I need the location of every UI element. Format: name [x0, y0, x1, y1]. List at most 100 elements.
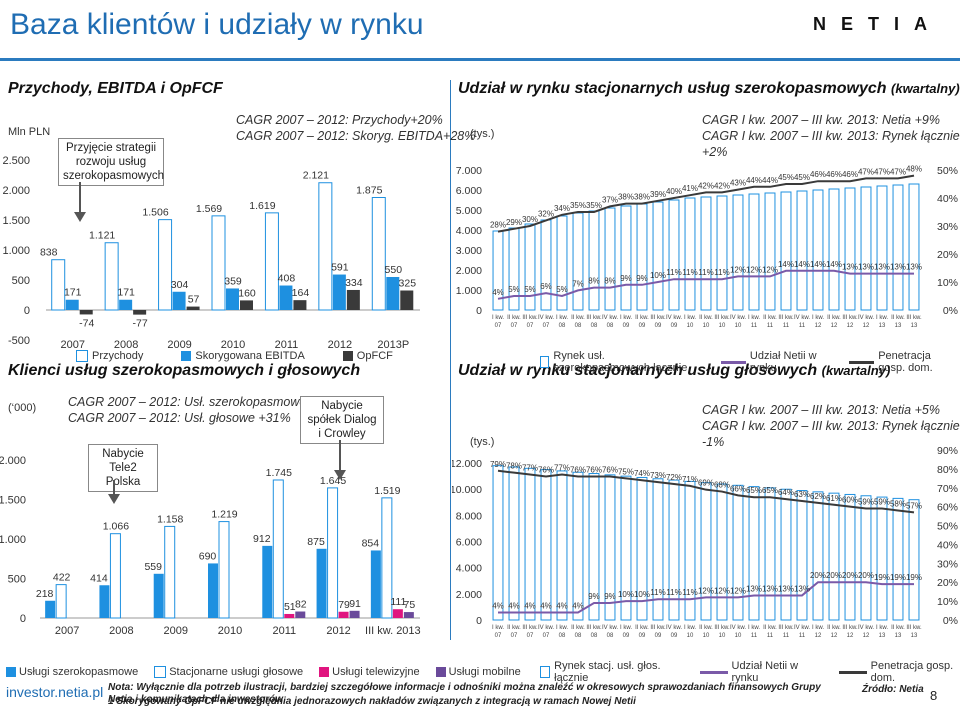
bb-xtick: IV kw.	[538, 315, 554, 321]
clients-cagr-bb: CAGR 2007 – 2012: Usł. szerokopasmowe +3…	[68, 395, 343, 409]
voice-penetration-label: 64%	[778, 488, 794, 497]
voice-ytick-right: 0%	[943, 615, 958, 627]
voice-penetration-label: 73%	[650, 471, 666, 480]
investor-site-link[interactable]: investor.netia.pl	[6, 684, 104, 700]
voice-penetration-label: 61%	[826, 494, 842, 503]
bb-xtick-year: 12	[863, 323, 870, 329]
clients-bar-mobile	[295, 611, 306, 618]
rev-bar-revenue	[104, 242, 119, 311]
voice-xtick: II kw.	[571, 625, 585, 631]
bb-penetration-label: 48%	[906, 165, 922, 174]
bb-cagr-market: CAGR I kw. 2007 – III kw. 2013: Rynek łą…	[702, 129, 960, 159]
voice-penetration-label: 65%	[762, 486, 778, 495]
rev-xtick: 2009	[167, 339, 191, 351]
clients-ytick: 2.000	[0, 455, 26, 467]
bb-xtick: II kw.	[507, 315, 521, 321]
clients-bar-tv	[392, 609, 403, 618]
voice-legend: Rynek stacj. usł. głos. łącznie Udział N…	[540, 660, 960, 684]
voice-penetration-label: 72%	[666, 473, 682, 482]
bb-xtick-year: 11	[751, 323, 758, 329]
voice-netia-label: 20%	[826, 571, 842, 580]
voice-penetration-label: 65%	[746, 486, 762, 495]
rev-bar-ebitda	[119, 299, 133, 310]
legend-swatch-voice-market	[540, 666, 551, 678]
clients-bar-broadband	[208, 563, 218, 618]
rev-bar-revenue	[318, 182, 333, 311]
voice-netia-label: 11%	[666, 588, 681, 597]
bb-ytick-right: 40%	[937, 193, 958, 205]
voice-xtick-year: 09	[623, 633, 630, 639]
bb-netia-label: 14%	[778, 260, 794, 269]
page-title: Baza klientów i udziały w rynku	[10, 8, 424, 41]
bb-xtick-year: 13	[879, 323, 886, 329]
voice-ytick-right: 50%	[937, 521, 958, 533]
bb-netia-label: 13%	[842, 263, 858, 272]
bb-xtick: I kw.	[684, 315, 696, 321]
legend-opfcf: OpFCF	[356, 350, 393, 362]
voice-penetration-label: 68%	[714, 481, 730, 490]
voice-xtick-year: 07	[495, 633, 502, 639]
bb-legend: Rynek usł. szerokopasmowych łącznie Udzi…	[540, 350, 960, 374]
voice-ytick-left: 4.000	[456, 563, 482, 575]
voice-netia-label: 11%	[650, 588, 665, 597]
clients-bar-tv	[284, 613, 295, 618]
clients-value-label: 559	[144, 561, 162, 573]
voice-xtick: III kw.	[586, 625, 602, 631]
bb-xtick: IV kw.	[858, 315, 874, 321]
voice-xtick-year: 11	[751, 633, 758, 639]
voice-netia-label: 4%	[508, 601, 520, 610]
rev-value-label: 57	[188, 294, 200, 306]
bb-penetration-label: 47%	[890, 167, 906, 176]
bb-bar-market	[572, 212, 584, 311]
bb-xtick: III kw.	[906, 315, 922, 321]
clients-bar-tv	[338, 611, 349, 618]
bb-bar-market	[652, 201, 664, 311]
voice-penetration-label: 76%	[586, 465, 602, 474]
voice-bar-market	[556, 470, 568, 621]
rev-bar-opfcf	[79, 310, 93, 315]
bb-penetration-label: 46%	[810, 170, 826, 179]
legend-cl-mobile: Usługi mobilne	[448, 666, 521, 678]
rev-ytick: 1.000	[2, 245, 30, 257]
rev-bar-opfcf	[293, 300, 307, 310]
clients-cagr-voice: CAGR 2007 – 2012: Usł. głosowe +31%	[68, 411, 291, 425]
bb-penetration-label: 46%	[842, 170, 858, 179]
bb-netia-label: 12%	[730, 265, 746, 274]
voice-bar-market	[668, 479, 680, 621]
voice-netia-label: 9%	[604, 592, 616, 601]
clients-bar-mobile	[349, 610, 360, 618]
bb-bar-market	[844, 187, 856, 311]
bb-netia-label: 6%	[540, 282, 552, 291]
source-note: Źródło: Netia	[862, 684, 924, 695]
bb-netia-label: 11%	[698, 268, 713, 277]
tele2-arrow-head	[108, 494, 120, 504]
bb-xtick: I kw.	[492, 315, 504, 321]
voice-penetration-label: 76%	[602, 465, 618, 474]
voice-xtick: III kw.	[842, 625, 858, 631]
voice-netia-label: 12%	[698, 586, 714, 595]
rev-ytick: 2.500	[2, 155, 30, 167]
clients-value-label: 75	[404, 599, 416, 611]
clients-value-label: 91	[349, 598, 361, 610]
voice-bar-market	[588, 473, 600, 621]
voice-ytick-left: 10.000	[452, 484, 482, 496]
voice-netia-label: 10%	[618, 590, 634, 599]
voice-xtick: IV kw.	[730, 625, 746, 631]
voice-ytick-right: 70%	[937, 483, 958, 495]
clients-unit: (‘000)	[8, 402, 37, 414]
voice-netia-label: 12%	[730, 586, 746, 595]
clients-xtick: III kw. 2013	[365, 625, 421, 637]
voice-bar-market	[780, 488, 792, 621]
bb-netia-label: 7%	[572, 279, 584, 288]
legend-swatch-revenue	[76, 350, 88, 362]
clients-bar-voice	[381, 497, 393, 619]
voice-ytick-right: 10%	[937, 596, 958, 608]
bb-ytick-right: 10%	[937, 277, 958, 289]
voice-netia-label: 9%	[588, 592, 600, 601]
bb-xtick: IV kw.	[666, 315, 682, 321]
bb-xtick: IV kw.	[794, 315, 810, 321]
clients-bar-broadband	[153, 573, 164, 618]
bb-bar-market	[860, 186, 872, 311]
voice-xtick-year: 10	[687, 633, 694, 639]
rev-cagr-ebitda: CAGR 2007 – 2012: Skoryg. EBITDA+28%	[236, 129, 476, 143]
